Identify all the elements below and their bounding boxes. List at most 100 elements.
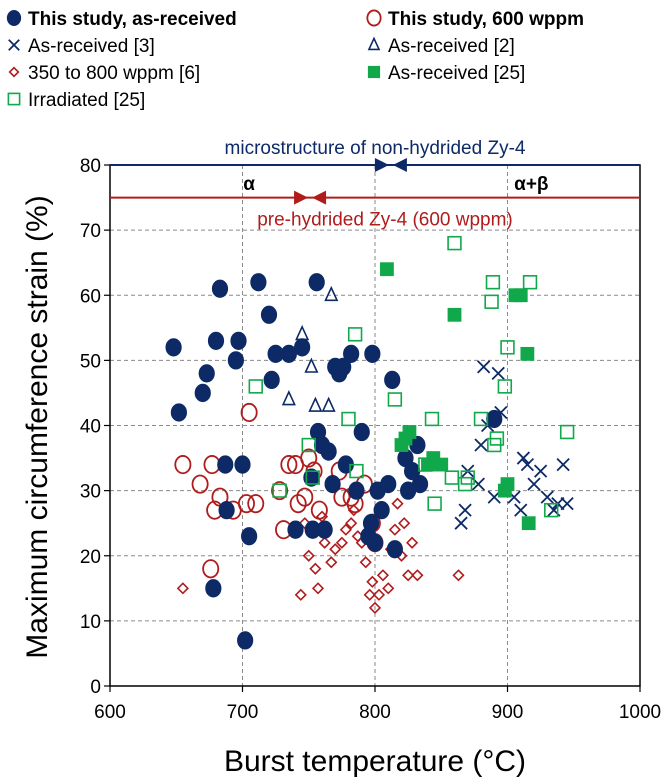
data-point bbox=[296, 487, 314, 507]
legend-label: As-received [3] bbox=[28, 36, 155, 57]
data-point bbox=[339, 523, 352, 536]
data-point bbox=[514, 503, 528, 517]
data-point bbox=[207, 331, 225, 350]
data-point bbox=[388, 523, 401, 536]
data-point bbox=[474, 438, 488, 452]
data-point bbox=[300, 448, 318, 468]
legend-marker bbox=[367, 65, 381, 79]
data-point bbox=[489, 431, 505, 446]
data-point bbox=[343, 344, 360, 364]
data-point bbox=[335, 536, 348, 549]
data-point bbox=[527, 477, 541, 491]
legend-marker bbox=[367, 36, 381, 51]
legend-marker bbox=[366, 9, 382, 27]
x-tick-label: 600 bbox=[94, 702, 126, 723]
data-point bbox=[295, 324, 310, 341]
data-point bbox=[294, 338, 311, 357]
arrow-right-marker bbox=[294, 190, 309, 205]
data-point bbox=[560, 497, 574, 511]
data-point bbox=[280, 455, 298, 475]
data-point bbox=[227, 351, 244, 370]
data-point bbox=[321, 396, 336, 412]
data-point bbox=[366, 533, 384, 552]
data-point bbox=[191, 474, 209, 494]
data-point bbox=[324, 474, 341, 494]
data-point bbox=[373, 501, 390, 520]
data-point bbox=[211, 279, 229, 298]
data-point bbox=[271, 481, 289, 501]
data-point bbox=[391, 497, 404, 510]
data-point bbox=[402, 569, 415, 582]
data-point bbox=[305, 470, 320, 485]
data-point bbox=[309, 562, 322, 575]
y-axis-title: Maximum circumference strain (%) bbox=[21, 195, 54, 658]
data-point bbox=[263, 370, 280, 390]
data-point bbox=[335, 357, 352, 377]
x-axis-title: Burst temperature (°C) bbox=[224, 745, 526, 778]
alpha-beta-phase-label: α+β bbox=[514, 174, 548, 195]
data-point bbox=[240, 402, 258, 423]
data-point bbox=[165, 338, 182, 357]
data-point bbox=[516, 451, 531, 465]
data-point bbox=[341, 411, 356, 427]
arrow-left-marker bbox=[312, 190, 327, 205]
data-point bbox=[447, 307, 462, 322]
legend-marker bbox=[8, 39, 20, 51]
data-point bbox=[398, 517, 411, 530]
x-tick-label: 1000 bbox=[619, 702, 661, 723]
data-point bbox=[372, 588, 386, 601]
data-point bbox=[363, 588, 376, 601]
data-point bbox=[316, 520, 333, 539]
data-point bbox=[250, 273, 267, 292]
grid bbox=[110, 165, 640, 686]
data-point bbox=[241, 527, 258, 546]
data-point bbox=[311, 582, 325, 595]
y-tick-label: 50 bbox=[80, 351, 101, 372]
data-point bbox=[176, 582, 189, 595]
data-point bbox=[513, 288, 528, 303]
data-point bbox=[411, 569, 424, 582]
legend-label: As-received [25] bbox=[388, 63, 525, 84]
data-point bbox=[544, 502, 559, 518]
data-point bbox=[521, 516, 536, 531]
non-hydrided-label: microstructure of non-hydrided Zy-4 bbox=[225, 138, 526, 159]
data-point bbox=[324, 285, 339, 302]
data-point bbox=[473, 411, 489, 427]
data-point bbox=[497, 379, 513, 394]
data-point bbox=[434, 457, 449, 472]
data-point bbox=[376, 569, 390, 582]
data-point bbox=[247, 494, 265, 514]
data-point bbox=[484, 294, 499, 309]
data-point bbox=[447, 235, 462, 251]
data-point bbox=[520, 346, 535, 361]
data-point bbox=[380, 474, 397, 494]
data-point bbox=[366, 575, 379, 588]
data-point bbox=[202, 559, 220, 579]
data-point bbox=[287, 520, 304, 539]
y-tick-label: 60 bbox=[80, 286, 101, 307]
y-tick-label: 40 bbox=[80, 417, 101, 438]
data-marks bbox=[165, 235, 575, 650]
data-point bbox=[320, 442, 337, 461]
data-point bbox=[308, 273, 325, 292]
y-tick-label: 70 bbox=[80, 221, 101, 242]
series-5 bbox=[380, 262, 536, 531]
data-point bbox=[248, 379, 263, 394]
data-point bbox=[230, 331, 247, 350]
arrow-left-marker bbox=[392, 158, 407, 172]
data-point bbox=[386, 540, 403, 559]
data-point bbox=[368, 601, 382, 614]
data-point bbox=[347, 327, 363, 342]
data-point bbox=[522, 275, 538, 290]
data-point bbox=[500, 340, 515, 355]
data-point bbox=[454, 516, 468, 530]
data-point bbox=[281, 390, 296, 406]
data-point bbox=[444, 470, 460, 485]
data-point bbox=[458, 503, 472, 517]
data-point bbox=[359, 556, 372, 569]
data-point bbox=[348, 481, 365, 500]
data-point bbox=[500, 477, 515, 492]
data-point bbox=[452, 569, 465, 582]
data-point bbox=[198, 364, 215, 383]
data-point bbox=[329, 543, 342, 556]
